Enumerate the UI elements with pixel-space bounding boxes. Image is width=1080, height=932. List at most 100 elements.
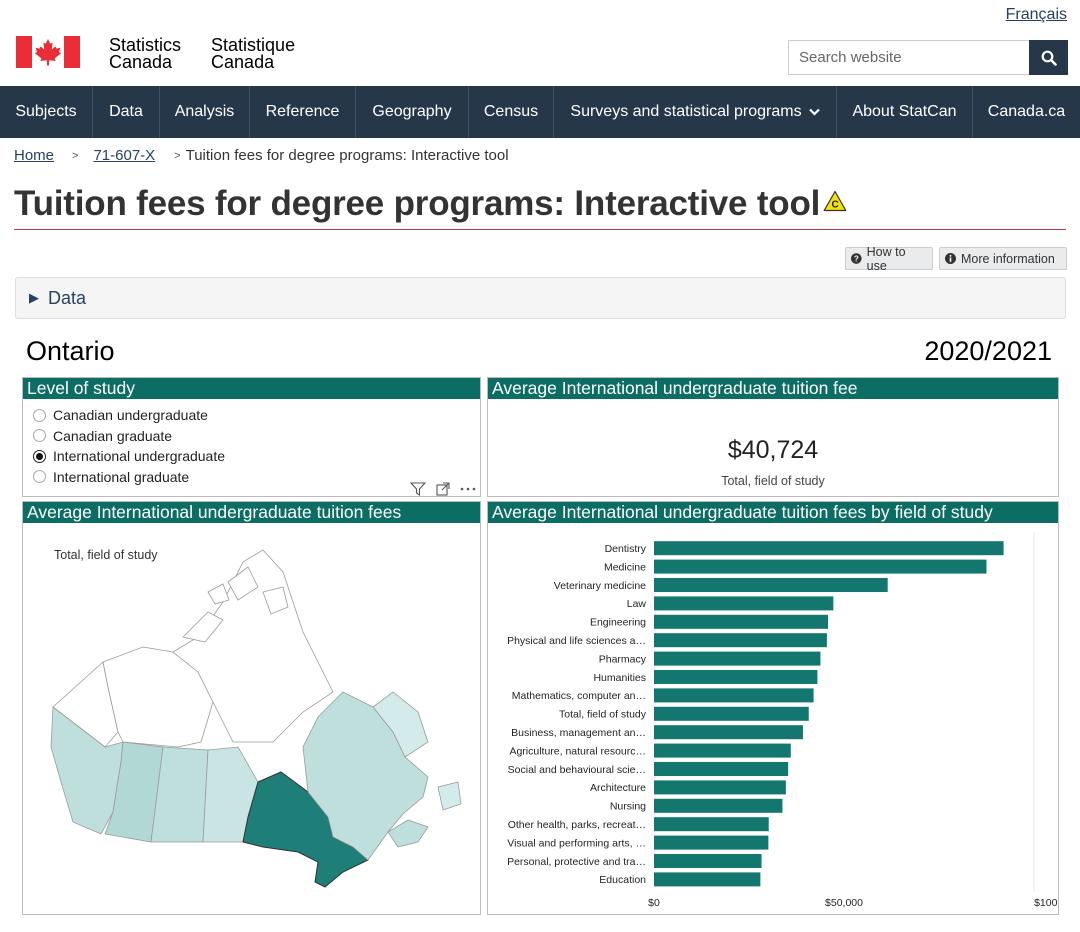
fees-by-field-chart-panel: Average International undergraduate tuit… xyxy=(487,501,1059,915)
more-information-button[interactable]: More information xyxy=(939,247,1067,270)
how-to-use-label: How to use xyxy=(866,244,906,273)
nav-label: About StatCan xyxy=(852,103,957,120)
canada-choropleth-map xyxy=(50,549,462,888)
title-underline xyxy=(14,229,1066,230)
radio-button[interactable] xyxy=(33,470,46,484)
canada-map-panel: Average International undergraduate tuit… xyxy=(22,501,481,915)
fees-by-field-title: Average International undergraduate tuit… xyxy=(488,502,1058,523)
map-region-maritimes[interactable] xyxy=(387,819,429,848)
filter-icon[interactable] xyxy=(410,482,426,496)
map-region-northwest-territories[interactable] xyxy=(102,646,214,748)
category-label: Education xyxy=(599,874,646,886)
bar-3[interactable] xyxy=(654,596,834,611)
bar-11[interactable] xyxy=(654,743,791,758)
nav-surveys-programs[interactable]: Surveys and statistical programs xyxy=(554,86,837,138)
breadcrumb: Home > 71-607-X > Tuition fees for degre… xyxy=(14,147,509,164)
bar-13[interactable] xyxy=(654,780,786,795)
bar-16[interactable] xyxy=(654,835,769,850)
map-region-newfoundland-labrador[interactable] xyxy=(372,691,462,811)
bar-2[interactable] xyxy=(654,578,888,592)
data-details-toggle[interactable]: ▶ Data xyxy=(15,277,1066,319)
more-options-icon[interactable] xyxy=(460,486,476,492)
map-region-quebec[interactable] xyxy=(302,691,429,861)
radio-option-canadian-graduate[interactable]: Canadian graduate xyxy=(33,426,225,447)
bar-17[interactable] xyxy=(654,854,762,868)
nav-data[interactable]: Data xyxy=(93,86,160,138)
search-icon xyxy=(1041,50,1057,66)
crown-copyright-warning-icon: C xyxy=(823,190,847,212)
svg-text:C: C xyxy=(832,200,839,211)
bar-4[interactable] xyxy=(654,614,829,629)
bar-10[interactable] xyxy=(654,725,803,740)
nav-geography[interactable]: Geography xyxy=(356,86,469,138)
radio-label: Canadian undergraduate xyxy=(53,407,208,424)
info-circle-icon xyxy=(945,253,956,264)
average-fee-card: Average International undergraduate tuit… xyxy=(487,377,1059,497)
nav-subjects[interactable]: Subjects xyxy=(0,86,93,138)
category-label: Engineering xyxy=(590,617,646,629)
nav-reference[interactable]: Reference xyxy=(250,86,356,138)
map-region-british-columbia[interactable] xyxy=(50,706,124,835)
category-label: Social and behavioural scie… xyxy=(508,764,646,776)
data-details-label: Data xyxy=(48,287,87,308)
selected-year: 2020/2021 xyxy=(924,336,1052,366)
bar-1[interactable] xyxy=(654,559,987,574)
category-label: Agriculture, natural resourc… xyxy=(509,745,646,757)
nav-label: Geography xyxy=(372,103,452,120)
level-of-study-title: Level of study xyxy=(23,378,480,399)
main-menu: Subjects Data Analysis Reference Geograp… xyxy=(0,86,1080,138)
level-of-study-panel: Level of study Canadian undergraduate Ca… xyxy=(22,377,481,497)
map-title: Average International undergraduate tuit… xyxy=(23,502,480,523)
bar-18[interactable] xyxy=(654,872,761,887)
map-arctic-islands xyxy=(182,566,289,643)
nav-label: Surveys and statistical programs xyxy=(570,103,802,120)
fees-by-field-bar-chart: Dentistry Medicine Veterinary medicine Law E… xyxy=(507,532,1058,909)
bar-15[interactable] xyxy=(654,817,769,832)
breadcrumb-catalogue-link[interactable]: 71-607-X xyxy=(93,147,156,164)
radio-label: Canadian graduate xyxy=(53,427,173,444)
radio-label: International graduate xyxy=(53,468,190,485)
category-label: Law xyxy=(627,598,647,610)
nav-census[interactable]: Census xyxy=(469,86,554,138)
nav-label: Census xyxy=(483,103,539,120)
page-title: Tuition fees for degree programs: Intera… xyxy=(14,184,847,224)
bar-14[interactable] xyxy=(654,798,783,813)
how-to-use-button[interactable]: ? How to use xyxy=(845,244,933,273)
brand-fr-line1: Statistique xyxy=(211,35,296,55)
bar-0[interactable] xyxy=(654,541,1004,556)
focus-mode-icon[interactable] xyxy=(436,482,450,496)
x-tick-label: $100,000 xyxy=(1034,897,1058,909)
category-label: Veterinary medicine xyxy=(554,580,646,592)
language-toggle-link[interactable]: Français xyxy=(1005,6,1067,23)
nav-about-statcan[interactable]: About StatCan xyxy=(837,86,973,138)
brand-fr-line2: Canada xyxy=(211,52,275,72)
nav-canada-ca[interactable]: Canada.ca xyxy=(973,86,1080,138)
radio-option-international-graduate[interactable]: International graduate xyxy=(33,467,225,488)
radio-button-selected[interactable] xyxy=(33,449,46,463)
statcan-signature[interactable]: Statistics Canada Statistique Canada xyxy=(16,36,295,71)
nav-label: Subjects xyxy=(15,103,77,120)
bar-9[interactable] xyxy=(654,706,809,721)
level-of-study-options: Canadian undergraduate Canadian graduate… xyxy=(33,405,225,487)
category-label: Nursing xyxy=(610,801,646,813)
bar-8[interactable] xyxy=(654,688,814,703)
breadcrumb-home-link[interactable]: Home xyxy=(14,147,55,164)
radio-button[interactable] xyxy=(33,408,46,422)
nav-analysis[interactable]: Analysis xyxy=(160,86,250,138)
search-input[interactable] xyxy=(788,40,1029,75)
bar-5[interactable] xyxy=(654,633,827,648)
radio-option-canadian-undergraduate[interactable]: Canadian undergraduate xyxy=(33,405,225,426)
map-measure-label: Total, field of study xyxy=(54,548,158,562)
x-tick-label: $0 xyxy=(648,897,660,909)
search-button[interactable] xyxy=(1029,40,1068,75)
breadcrumb-current: Tuition fees for degree programs: Intera… xyxy=(185,147,509,164)
radio-option-international-undergraduate[interactable]: International undergraduate xyxy=(33,446,225,467)
bar-6[interactable] xyxy=(654,651,821,666)
bar-7[interactable] xyxy=(654,670,818,684)
visual-toolbar xyxy=(410,482,476,496)
radio-button[interactable] xyxy=(33,429,46,443)
category-label: Personal, protective and tra… xyxy=(507,856,646,868)
category-label: Mathematics, computer an… xyxy=(512,690,646,702)
bar-12[interactable] xyxy=(654,762,789,776)
brand-en-line2: Canada xyxy=(109,52,173,72)
